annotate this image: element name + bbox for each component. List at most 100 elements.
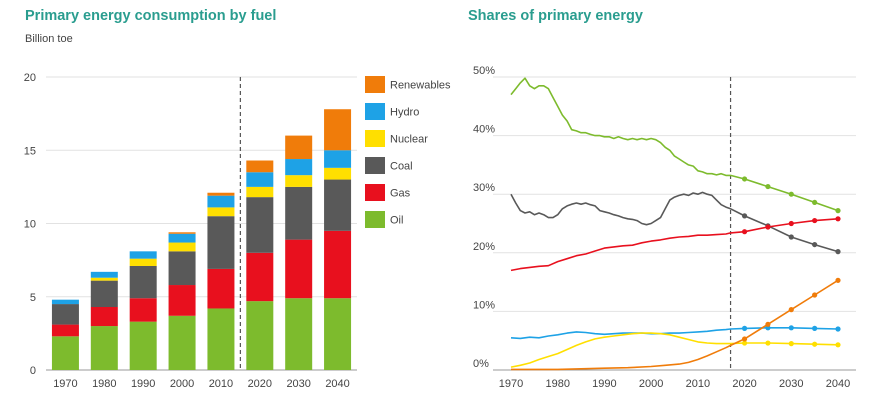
projection-point-nuclear [765, 340, 771, 346]
bar-segment-oil-2040 [324, 298, 352, 370]
bar-segment-coal-2000 [168, 251, 196, 286]
left-x-tick-label: 2020 [248, 378, 272, 390]
bar-segment-gas-1980 [90, 307, 118, 327]
projection-point-renewables [835, 277, 841, 283]
legend-label-hydro: Hydro [390, 107, 419, 119]
bar-segment-gas-2010 [207, 268, 235, 309]
bar-segment-hydro-2020 [246, 172, 274, 187]
projection-point-gas [765, 224, 771, 230]
projection-point-coal [812, 241, 818, 248]
bar-segment-hydro-2040 [324, 150, 352, 168]
right-x-tick-label: 1980 [545, 378, 569, 390]
left-y-tick-label: 15 [24, 145, 36, 157]
projection-point-nuclear [835, 342, 841, 348]
bar-segment-hydro-2000 [168, 233, 196, 243]
left-chart-title: Primary energy consumption by fuel [25, 8, 277, 24]
projection-point-hydro [835, 326, 841, 332]
right-x-tick-label: 1990 [592, 378, 616, 390]
bar-segment-coal-2010 [207, 216, 235, 269]
projection-point-oil [788, 191, 794, 197]
bar-segment-oil-2030 [285, 298, 313, 370]
legend-swatch-nuclear [365, 130, 385, 147]
projection-point-hydro [812, 325, 818, 331]
left-x-tick-label: 2030 [286, 378, 310, 390]
legend-swatch-oil [365, 211, 385, 228]
right-x-tick-label: 2020 [732, 378, 756, 390]
projection-point-renewables [741, 336, 748, 342]
projection-point-renewables [765, 321, 771, 327]
bar-segment-oil-2020 [246, 301, 274, 370]
bar-segment-nuclear-2000 [168, 242, 196, 252]
bar-segment-oil-2010 [207, 308, 235, 370]
left-x-tick-label: 1970 [53, 378, 77, 390]
bar-segment-oil-1970 [51, 336, 79, 370]
line-series-oil [510, 77, 839, 212]
legend-label-coal: Coal [390, 161, 413, 173]
bar-segment-gas-2040 [324, 230, 352, 299]
bar-segment-coal-2020 [246, 197, 274, 253]
right-y-tick-label: 40% [473, 124, 495, 136]
legend-label-oil: Oil [390, 215, 403, 227]
bar-segment-hydro-2030 [285, 159, 313, 176]
projection-point-coal [741, 213, 748, 219]
left-y-tick-label: 5 [30, 292, 36, 304]
projection-point-coal [788, 234, 794, 240]
legend-swatch-renewables [365, 76, 385, 93]
bar-segment-oil-1990 [129, 321, 157, 370]
projection-point-nuclear [788, 341, 794, 347]
left-y-tick-label: 10 [24, 219, 36, 231]
right-y-tick-label: 30% [473, 182, 495, 194]
left-x-tick-label: 2040 [325, 378, 349, 390]
bar-segment-hydro-1970 [51, 299, 79, 305]
projection-point-coal [835, 249, 841, 255]
bar-segment-gas-2020 [246, 252, 274, 302]
projection-point-gas [835, 216, 841, 222]
projection-point-gas [812, 217, 818, 224]
left-x-tick-label: 1980 [92, 378, 116, 390]
bar-segment-coal-2030 [285, 186, 313, 240]
line-series-gas [510, 218, 839, 272]
right-x-tick-label: 2010 [686, 378, 710, 390]
bar-segment-oil-2000 [168, 315, 196, 370]
projection-point-gas [741, 229, 748, 235]
bar-segment-nuclear-2030 [285, 175, 313, 187]
right-y-tick-label: 0% [473, 358, 489, 370]
bar-segment-nuclear-1990 [129, 258, 157, 266]
line-series-nuclear [510, 332, 839, 368]
bar-segment-coal-1990 [129, 265, 157, 299]
bar-segment-nuclear-2010 [207, 207, 235, 217]
projection-point-renewables [788, 307, 794, 313]
bar-segment-coal-2040 [324, 179, 352, 231]
left-x-tick-label: 2010 [209, 378, 233, 390]
bar-segment-renewables-2030 [285, 135, 313, 160]
bar-segment-renewables-2040 [324, 109, 352, 151]
projection-point-oil [812, 199, 818, 206]
bar-segment-gas-1990 [129, 298, 157, 322]
projection-point-hydro [741, 325, 748, 331]
bar-segment-hydro-2010 [207, 195, 235, 208]
bar-segment-nuclear-2020 [246, 186, 274, 198]
bar-segment-gas-2000 [168, 285, 196, 316]
projection-point-oil [765, 183, 771, 190]
left-chart-unit-label: Billion toe [25, 33, 73, 45]
right-x-tick-label: 2040 [826, 378, 850, 390]
right-y-tick-label: 20% [473, 241, 495, 253]
legend-swatch-hydro [365, 103, 385, 120]
right-y-tick-label: 50% [473, 65, 495, 77]
left-y-tick-label: 20 [24, 72, 36, 84]
left-x-tick-label: 1990 [131, 378, 155, 390]
projection-point-oil [741, 176, 748, 182]
bar-segment-coal-1970 [51, 304, 79, 325]
legend-label-gas: Gas [390, 188, 411, 200]
right-chart-title: Shares of primary energy [468, 8, 643, 24]
bar-segment-nuclear-1980 [90, 277, 118, 281]
projection-point-nuclear [812, 341, 818, 347]
bar-segment-gas-1970 [51, 324, 79, 337]
line-series-renewables [511, 279, 839, 371]
bar-segment-hydro-1980 [90, 271, 118, 278]
left-x-tick-label: 2000 [170, 378, 194, 390]
bar-segment-gas-2030 [285, 239, 313, 299]
projection-point-gas [788, 220, 794, 227]
right-x-tick-label: 2030 [779, 378, 803, 390]
